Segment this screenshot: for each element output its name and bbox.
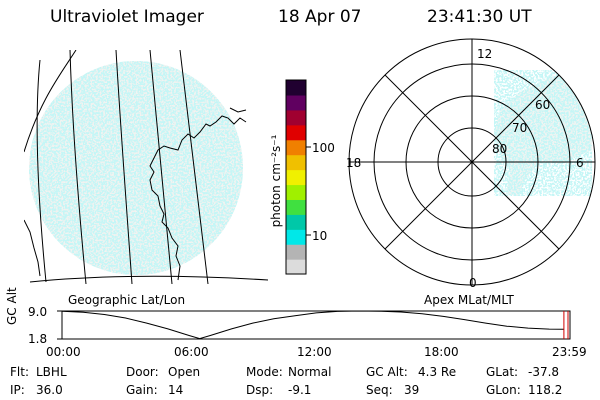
- altitude-axis-label: GC Alt: [5, 287, 19, 325]
- mlt-line-diag-2: [384, 74, 560, 250]
- time-tick-2: 12:00: [297, 345, 332, 359]
- time-tick-1: 06:00: [174, 345, 209, 359]
- colorbar-swatch: [286, 139, 306, 156]
- altitude-curve: [61, 310, 564, 340]
- colorbar-swatch: [286, 184, 306, 200]
- auroral-image-polar: [494, 70, 592, 196]
- altitude-ytick-max: 9.0: [28, 305, 48, 319]
- info-dsp-value: -9.1: [288, 383, 312, 397]
- info-ip-key: IP:: [10, 383, 25, 397]
- polar-mlat-mlt-plot: [348, 38, 596, 286]
- info-glon-key: GLon:: [486, 383, 521, 397]
- mlt-label-0: 0: [469, 276, 477, 290]
- colorbar-swatch: [286, 124, 306, 141]
- colorbar-swatch: [286, 259, 306, 275]
- polar-panel-label: Apex MLat/MLT: [424, 293, 514, 307]
- info-gain-value: 14: [168, 383, 184, 397]
- auroral-image-geographic: [29, 61, 243, 275]
- mlt-label-6: 6: [576, 156, 584, 170]
- lat-label-60: 60: [535, 98, 551, 112]
- observation-date: 18 Apr 07: [278, 7, 362, 27]
- info-glat-key: GLat:: [486, 365, 519, 379]
- info-gcalt-key: GC Alt:: [366, 365, 408, 379]
- info-ip-value: 36.0: [36, 383, 63, 397]
- time-tick-0: 00:00: [46, 345, 81, 359]
- time-tick-3: 18:00: [424, 345, 459, 359]
- info-seq-key: Seq:: [366, 383, 393, 397]
- colorbar-swatch: [286, 80, 306, 96]
- intensity-colorbar: [285, 79, 311, 275]
- instrument-title: Ultraviolet Imager: [50, 7, 204, 27]
- colorbar-unit-label: photon cm⁻²s⁻¹: [269, 134, 283, 228]
- info-seq-value: 39: [404, 383, 420, 397]
- info-mode-value: Normal: [288, 365, 332, 379]
- info-door-value: Open: [168, 365, 201, 379]
- info-door-key: Door:: [126, 365, 159, 379]
- colorbar-swatch: [286, 229, 306, 245]
- colorbar-swatch: [286, 94, 306, 111]
- altitude-plot: [57, 310, 571, 340]
- colorbar-frame: [285, 79, 307, 275]
- info-filter-key: Flt:: [10, 365, 29, 379]
- geographic-map: [24, 50, 269, 284]
- geographic-panel-label: Geographic Lat/Lon: [68, 293, 186, 307]
- altitude-ytick-min: 1.8: [28, 332, 48, 346]
- info-gain-key: Gain:: [126, 383, 158, 397]
- lat-label-70: 70: [512, 121, 528, 135]
- colorbar-swatch: [286, 109, 306, 126]
- colorbar-swatch: [286, 244, 306, 260]
- colorbar-swatches: [286, 80, 306, 275]
- mlt-label-12: 12: [477, 47, 493, 61]
- lon-grid-lines: [24, 50, 269, 284]
- coastline: [24, 107, 247, 281]
- mlt-label-18: 18: [346, 156, 362, 170]
- colorbar-swatch: [286, 169, 306, 186]
- altitude-plot-frame: [61, 310, 571, 340]
- info-glon-value: 118.2: [528, 383, 563, 397]
- info-dsp-key: Dsp:: [246, 383, 274, 397]
- info-filter-value: LBHL: [36, 365, 67, 379]
- polar-grid: [348, 38, 596, 286]
- info-glat-value: -37.8: [528, 365, 560, 379]
- info-gcalt-value: 4.3 Re: [418, 365, 457, 379]
- colorbar-swatch: [286, 214, 306, 230]
- observation-time: 23:41:30 UT: [427, 7, 532, 27]
- colorbar-label-10: 10: [312, 229, 328, 243]
- lat-label-80: 80: [492, 142, 508, 156]
- info-mode-key: Mode:: [246, 365, 283, 379]
- colorbar-swatch: [286, 199, 306, 215]
- colorbar-swatch: [286, 154, 306, 171]
- colorbar-label-100: 100: [312, 141, 335, 155]
- time-tick-4: 23:59: [552, 345, 587, 359]
